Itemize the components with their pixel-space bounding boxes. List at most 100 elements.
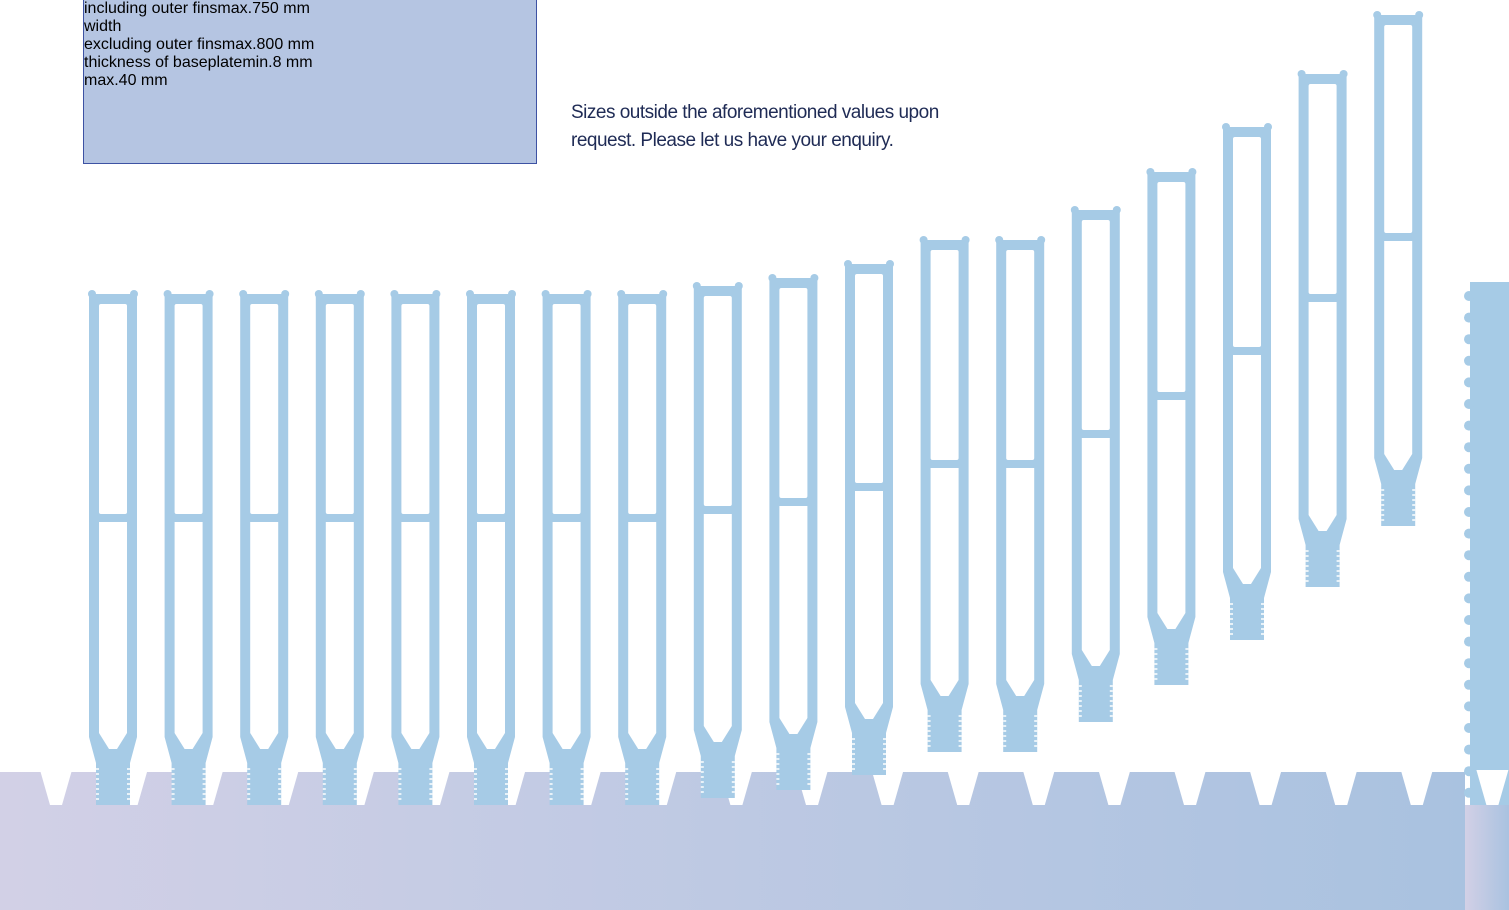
fin-cap	[919, 236, 928, 244]
base-notch	[871, 770, 904, 805]
base-notch	[947, 770, 980, 805]
side-fin-bump	[1464, 701, 1474, 712]
side-fin-bump	[1464, 550, 1474, 561]
fin-cap	[734, 282, 743, 290]
side-fin-bump	[1464, 377, 1474, 388]
base-notch	[40, 770, 72, 805]
fin-slot	[250, 522, 279, 749]
fin-cap	[1415, 11, 1424, 19]
fin-slot	[174, 304, 203, 514]
spec-qualifier: max.	[217, 0, 253, 17]
fin-slot	[325, 522, 354, 749]
fin-slot	[1308, 302, 1337, 531]
base-notch	[1325, 770, 1358, 805]
side-fin-bump	[1464, 528, 1474, 539]
fin-slot	[1233, 355, 1261, 584]
fin-cap	[1112, 206, 1121, 214]
base-notch	[1400, 770, 1433, 805]
side-fin	[1470, 282, 1509, 805]
spec-qualifier: max.	[84, 72, 119, 89]
side-fin-bump	[1464, 744, 1474, 755]
fin-cap	[466, 290, 474, 298]
spec-row: thickness of baseplatemin.8 mm	[84, 54, 536, 72]
side-fin-bump	[1464, 636, 1474, 647]
spec-label: including outer fins	[84, 0, 218, 17]
fin-slot	[1081, 220, 1110, 430]
fin-slot	[552, 304, 581, 514]
fin-slot	[779, 288, 808, 498]
fin-cap	[390, 290, 399, 298]
fin-cap	[163, 290, 172, 298]
base-notch	[1022, 770, 1055, 805]
spec-row: excluding outer finsmax.800 mm	[84, 36, 536, 54]
fin-slot	[1006, 468, 1035, 696]
fin-cap	[356, 290, 365, 298]
fin-slot	[250, 304, 279, 514]
spec-label: width	[84, 18, 122, 35]
base-notch	[1098, 770, 1131, 805]
fin-slot	[1384, 25, 1413, 233]
fin-slot	[1157, 400, 1186, 629]
spec-qualifier: max.	[221, 36, 257, 53]
fin-slot	[628, 304, 657, 514]
fin-cap	[1146, 168, 1155, 176]
base-notch	[1174, 770, 1206, 805]
fin-slot	[855, 274, 883, 483]
fin-cap	[130, 290, 138, 298]
fin-cap	[541, 290, 550, 298]
base-notch	[1476, 770, 1509, 805]
fin-slot	[99, 304, 127, 514]
side-fin-bump	[1464, 420, 1474, 431]
fin-cap	[1070, 206, 1079, 214]
spec-value: 750 mm	[252, 0, 310, 17]
spec-row: including outer finsmax.750 mm	[84, 0, 536, 18]
spec-label: thickness of baseplate	[84, 54, 243, 71]
spec-row: width	[84, 18, 536, 36]
spec-row: max.40 mm	[84, 72, 536, 90]
fin-slot	[1006, 250, 1035, 460]
side-fin-bump	[1464, 399, 1474, 409]
fin-slot	[1233, 137, 1261, 347]
side-fin-bump	[1464, 291, 1474, 301]
fin-cap	[1188, 168, 1197, 176]
side-fin-bump	[1464, 442, 1474, 453]
fin-cap	[1297, 70, 1306, 78]
side-fin-bump	[1464, 485, 1474, 496]
fin-slot	[930, 468, 959, 696]
side-fin-bump	[1464, 507, 1474, 517]
fin-cap	[617, 290, 626, 298]
base-notch	[1249, 770, 1282, 805]
fin-cap	[886, 260, 894, 268]
side-fin-bump	[1464, 615, 1474, 625]
fin-cap	[961, 236, 970, 244]
fin-cap	[88, 290, 96, 298]
side-fin-bump	[1464, 571, 1474, 582]
fin-slot	[401, 522, 430, 749]
spec-value: 800 mm	[256, 36, 315, 53]
fin-slot	[703, 296, 732, 506]
fin-slot	[703, 514, 732, 742]
fin-cap	[432, 290, 441, 298]
spec-table: including outer finsmax.750 mm width exclu…	[83, 0, 537, 164]
fin-cap	[1264, 123, 1272, 131]
side-fin-bump	[1464, 679, 1474, 690]
fin-cap	[239, 290, 248, 298]
fin-cap	[768, 274, 777, 282]
fin-cap	[692, 282, 701, 290]
fin-slot	[174, 522, 203, 749]
side-fin-bump	[1464, 787, 1474, 798]
fin-slot	[1157, 182, 1186, 392]
fin-cap	[583, 290, 592, 298]
fin-cap	[508, 290, 516, 298]
fin-slot	[1384, 241, 1413, 470]
fin-cap	[1037, 236, 1046, 244]
fin-slot	[930, 250, 959, 460]
fin-cap	[1339, 70, 1348, 78]
fin-slot	[1308, 84, 1337, 294]
fin-slot	[628, 522, 657, 749]
fin-cap	[659, 290, 668, 298]
fin-slot	[779, 506, 808, 734]
spec-label: excluding outer fins	[84, 36, 222, 53]
fin-cap	[810, 274, 819, 282]
